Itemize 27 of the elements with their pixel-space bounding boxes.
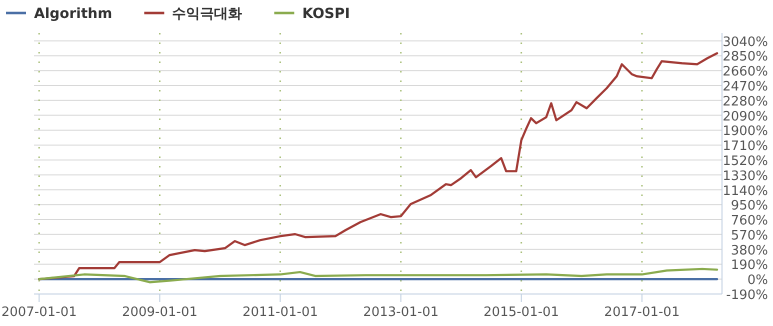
x-tick-label: 2007-01-01 bbox=[1, 305, 77, 320]
x-tick-label: 2017-01-01 bbox=[604, 305, 680, 320]
y-tick-label: 2660% bbox=[722, 64, 768, 80]
y-tick-label: 3040% bbox=[722, 34, 768, 50]
legend-label: Algorithm bbox=[34, 6, 112, 22]
y-tick-label: 2470% bbox=[722, 80, 768, 95]
legend-label: 수익극대화 bbox=[172, 6, 242, 22]
y-tick-label: 1520% bbox=[722, 154, 768, 169]
y-tick-label: 2090% bbox=[722, 109, 768, 124]
y-tick-label: 760% bbox=[730, 214, 768, 229]
y-tick-label: 570% bbox=[730, 228, 768, 244]
y-tick-label: -190% bbox=[726, 288, 768, 303]
x-tick-label: 2009-01-01 bbox=[122, 305, 198, 320]
y-tick-label: 2850% bbox=[722, 50, 768, 65]
y-tick-label: 2280% bbox=[722, 94, 768, 110]
y-tick-label: 1900% bbox=[722, 124, 768, 140]
x-tick-label: 2011-01-01 bbox=[242, 305, 318, 320]
x-tick-label: 2015-01-01 bbox=[484, 305, 560, 320]
y-tick-label: 1330% bbox=[722, 168, 768, 184]
y-tick-label: 190% bbox=[730, 258, 768, 274]
y-tick-label: 380% bbox=[730, 243, 768, 258]
legend-label: KOSPI bbox=[302, 6, 350, 22]
x-tick-label: 2013-01-01 bbox=[363, 305, 439, 320]
y-tick-label: 1710% bbox=[722, 139, 768, 154]
y-tick-label: 1140% bbox=[722, 184, 768, 199]
y-tick-label: 950% bbox=[730, 198, 768, 214]
y-tick-label: 0% bbox=[747, 273, 768, 288]
